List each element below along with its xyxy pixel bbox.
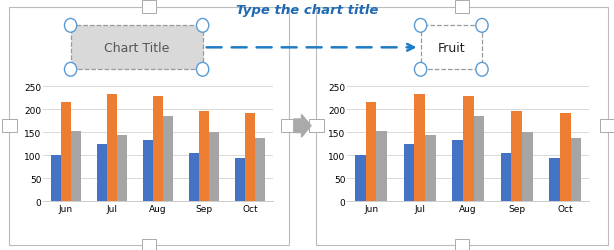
Bar xyxy=(473,116,484,201)
Bar xyxy=(255,138,265,201)
Bar xyxy=(153,97,163,201)
Bar xyxy=(235,158,245,201)
Bar xyxy=(522,132,533,201)
Bar xyxy=(355,156,366,201)
Bar xyxy=(403,145,414,201)
Bar xyxy=(549,158,560,201)
Bar xyxy=(560,114,570,201)
Bar xyxy=(51,156,61,201)
Text: Type the chart title: Type the chart title xyxy=(236,4,378,17)
Bar xyxy=(245,114,255,201)
Bar xyxy=(463,97,473,201)
Text: Fruit: Fruit xyxy=(438,42,465,54)
Bar xyxy=(199,112,209,201)
Text: Chart Title: Chart Title xyxy=(104,42,169,54)
Bar xyxy=(189,153,199,201)
Bar xyxy=(452,140,463,201)
Bar xyxy=(97,145,107,201)
Bar xyxy=(414,95,425,201)
Bar xyxy=(71,132,81,201)
Bar xyxy=(500,153,511,201)
Bar xyxy=(511,112,522,201)
Bar xyxy=(366,103,376,201)
Bar xyxy=(376,132,387,201)
Bar xyxy=(425,136,436,201)
Bar xyxy=(163,116,173,201)
Bar xyxy=(143,140,153,201)
Bar xyxy=(117,136,127,201)
Bar xyxy=(570,138,581,201)
Bar xyxy=(107,95,117,201)
Bar xyxy=(61,103,71,201)
Bar xyxy=(209,132,219,201)
